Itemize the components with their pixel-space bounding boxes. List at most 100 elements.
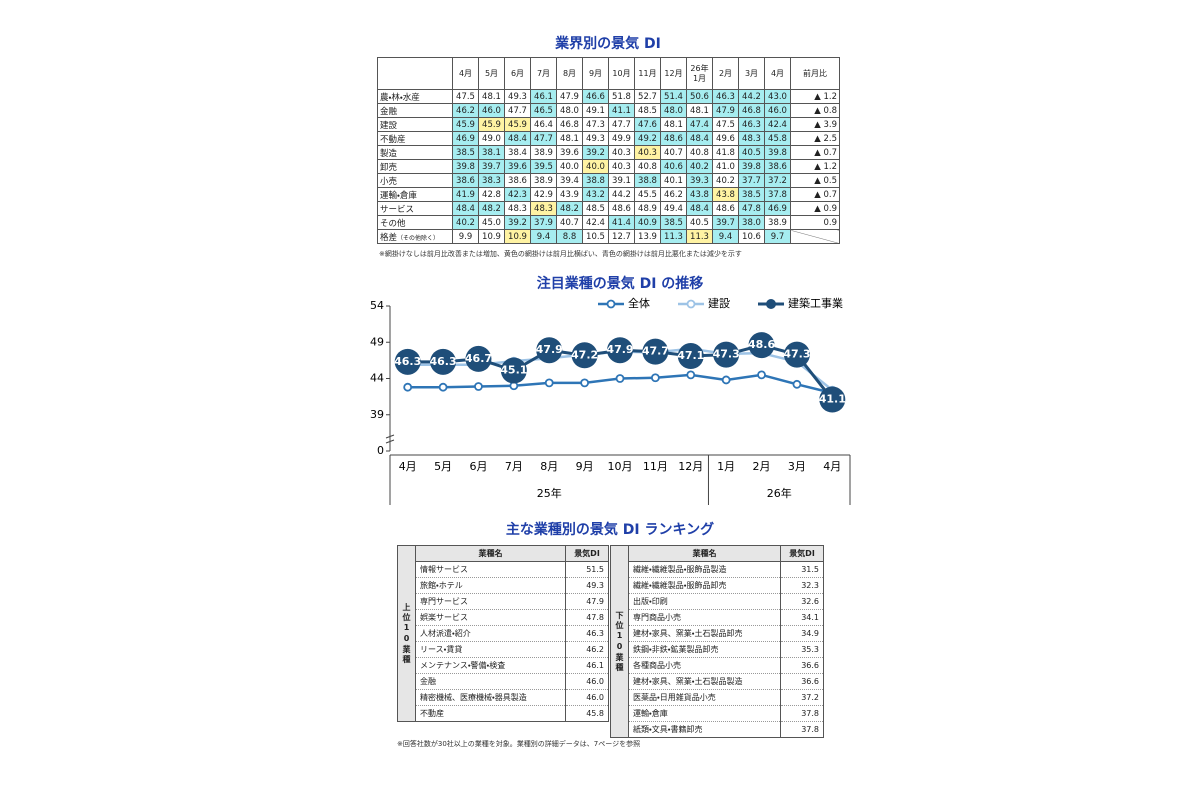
di-value: 51.5 — [565, 561, 609, 578]
cell: 52.7 — [634, 89, 661, 104]
industry-name: メンテナンス・警備・検査 — [415, 657, 566, 674]
cell: 40.6 — [660, 159, 687, 174]
cell: 46.0 — [478, 103, 505, 118]
x-tick-label: 4月 — [823, 460, 841, 473]
cell: 49.2 — [634, 131, 661, 146]
data-row: 製造 38.5 38.1 38.4 38.9 39.6 39.2 40.3 40.3 40.7 40… — [377, 145, 840, 160]
cell: 48.2 — [556, 201, 583, 216]
cell: 46.8 — [738, 103, 765, 118]
data-label: 46.3 — [430, 355, 457, 368]
di-value: 37.8 — [780, 705, 824, 722]
data-label: 47.3 — [713, 348, 740, 361]
change-cell: 0.9 — [790, 215, 840, 230]
industry-name: 娯楽サービス — [415, 609, 566, 626]
cell: 9.4 — [530, 229, 557, 244]
di-value: 46.1 — [565, 657, 609, 674]
cell: 40.2 — [452, 215, 479, 230]
industry-name: 専門サービス — [415, 593, 566, 610]
cell: 9.7 — [764, 229, 791, 244]
row-label-text: その他 — [380, 218, 406, 229]
cell: 47.9 — [712, 103, 739, 118]
x-tick-label: 4月 — [399, 460, 417, 473]
ranking-row: 不動産 45.8 — [398, 705, 609, 722]
di-value: 47.8 — [565, 609, 609, 626]
point — [713, 341, 740, 368]
di-value: 36.6 — [780, 673, 824, 690]
cell: 48.6 — [608, 201, 635, 216]
cell: 40.2 — [712, 173, 739, 188]
ranking-note: ※回答社数が30社以上の業種を対象。業種別の詳細データは、7ページを参照 — [397, 740, 641, 748]
cell: 49.3 — [582, 131, 609, 146]
ranking-bottom-table: 下位10業種 業種名 景気DI 繊維・繊維製品・服飾品製造 31.5 繊維・繊維製品・服飾… — [610, 545, 824, 738]
cell: 40.8 — [634, 159, 661, 174]
cell: 9.4 — [712, 229, 739, 244]
row-label-text: 農・林・水産 — [380, 92, 420, 103]
cell: 48.4 — [686, 131, 713, 146]
x-tick-label: 1月 — [717, 460, 735, 473]
legend-marker — [686, 299, 696, 309]
cell: 45.5 — [634, 187, 661, 202]
cell: 42.9 — [530, 187, 557, 202]
cell: 41.1 — [608, 103, 635, 118]
ranking-header: 景気DI — [565, 545, 609, 562]
industry-name: 不動産 — [415, 705, 566, 722]
data-label: 47.9 — [606, 343, 633, 356]
cell: 47.3 — [582, 117, 609, 132]
ranking-row: 各種商品小売 36.6 — [611, 657, 824, 674]
industry-name: 紙類・文具・書籍卸売 — [628, 721, 781, 738]
row-label: 不動産 — [377, 131, 453, 146]
cell: 49.3 — [504, 89, 531, 104]
data-label: 46.7 — [465, 352, 492, 365]
group-label: 25年 — [537, 486, 562, 500]
column-header: 6月 — [504, 57, 531, 90]
cell: 43.8 — [686, 187, 713, 202]
cell: 47.4 — [686, 117, 713, 132]
ranking-header: 業種名 — [628, 545, 781, 562]
point — [500, 357, 527, 384]
cell: 51.8 — [608, 89, 635, 104]
cell: 47.7 — [504, 103, 531, 118]
cell: 47.7 — [608, 117, 635, 132]
row-label-text: 製造 — [380, 148, 398, 159]
data-row: 不動産 46.9 49.0 48.4 47.7 48.1 49.3 49.9 49.2 48.6 4… — [377, 131, 840, 146]
industry-name: 人材派遣・紹介 — [415, 625, 566, 642]
cell: 48.0 — [556, 103, 583, 118]
legend-marker — [766, 299, 776, 309]
cell: 46.3 — [738, 117, 765, 132]
cell: 45.9 — [452, 117, 479, 132]
data-label: 47.9 — [536, 343, 563, 356]
cell: 39.8 — [764, 145, 791, 160]
change-cell: ▲ 2.5 — [790, 131, 840, 146]
ranking-row: 専門商品小売 34.1 — [611, 609, 824, 626]
point — [748, 332, 775, 359]
cell: 48.1 — [478, 89, 505, 104]
cell: 40.2 — [686, 159, 713, 174]
cell: 40.7 — [556, 215, 583, 230]
cell: 10.9 — [504, 229, 531, 244]
legend-label: 建築工事業 — [788, 296, 843, 310]
y-tick-label: 44 — [370, 372, 384, 385]
cell: 38.9 — [530, 145, 557, 160]
row-label: 農・林・水産 — [377, 89, 453, 104]
cell: 45.9 — [478, 117, 505, 132]
point — [677, 343, 704, 370]
cell: 47.5 — [712, 117, 739, 132]
x-tick-label: 11月 — [643, 460, 668, 473]
change-cell: ▲ 0.8 — [790, 103, 840, 118]
x-tick-label: 2月 — [753, 460, 771, 473]
cell: 12.7 — [608, 229, 635, 244]
cell: 37.8 — [764, 187, 791, 202]
cell: 47.8 — [738, 201, 765, 216]
cell: 48.5 — [634, 103, 661, 118]
cell: 9.9 — [452, 229, 479, 244]
cell: 41.4 — [608, 215, 635, 230]
row-label-text: サービス — [380, 204, 415, 215]
cell: 39.6 — [556, 145, 583, 160]
cell: 38.4 — [504, 145, 531, 160]
industry-name: 精密機械、医療機械・器具製造 — [415, 689, 566, 706]
point — [819, 386, 846, 413]
cell: 48.3 — [504, 201, 531, 216]
row-label-text: 建設 — [380, 120, 398, 131]
x-tick-label: 10月 — [608, 460, 633, 473]
